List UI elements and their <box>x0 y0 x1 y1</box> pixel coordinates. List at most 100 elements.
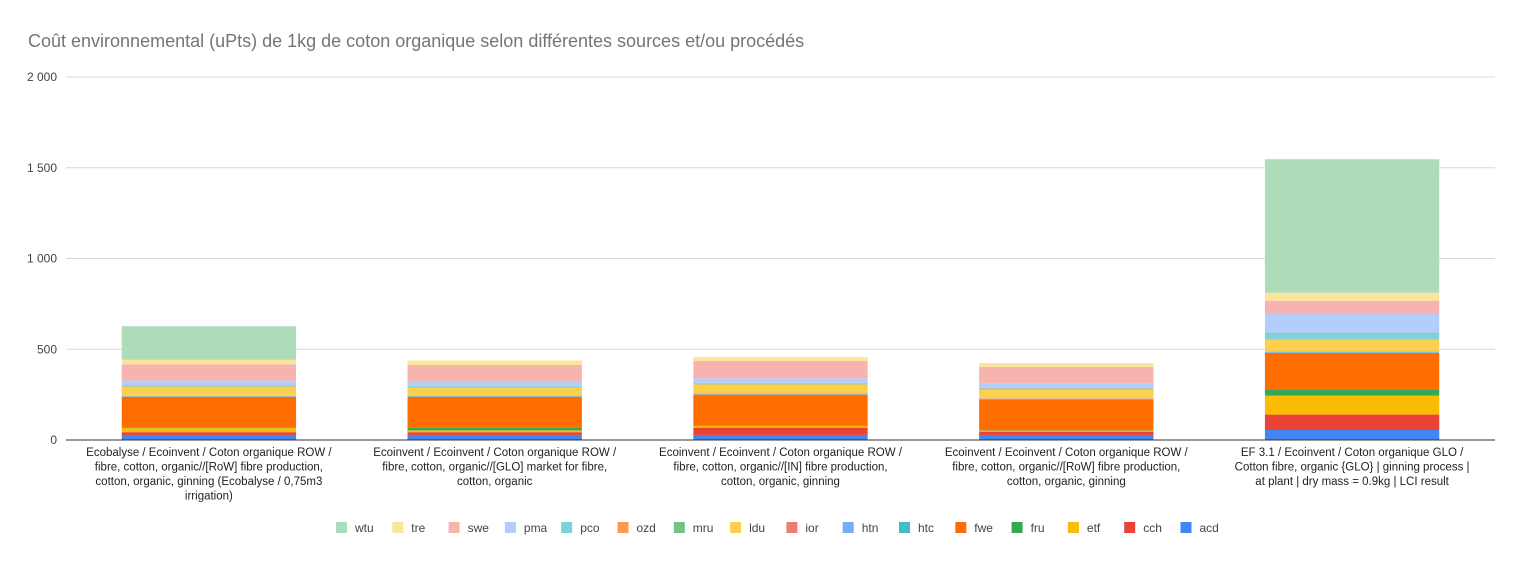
bar-segment-pco <box>1264 332 1440 339</box>
bar-segment-cch <box>979 431 1154 435</box>
bar-segment-fwe <box>1264 352 1440 390</box>
bar-segment-ldu <box>693 384 868 394</box>
legend-swatch <box>392 522 404 533</box>
legend-item-ior: ior <box>786 521 819 535</box>
bar-segment-etf <box>693 425 868 428</box>
legend-label: fru <box>1031 521 1045 535</box>
legend-item-pco: pco <box>561 521 600 535</box>
legend-label: etf <box>1087 521 1101 535</box>
legend-label: swe <box>468 521 490 535</box>
legend-swatch <box>786 522 798 533</box>
bar-segment-tre <box>693 357 868 362</box>
legend-swatch <box>1067 522 1079 533</box>
bar-segment-acd <box>407 434 582 440</box>
bar-segment-fru <box>1264 389 1440 396</box>
bar-segment-swe <box>121 364 297 381</box>
legend-item-mru: mru <box>673 521 714 535</box>
legend-label: mru <box>693 521 714 535</box>
bar-segment-swe <box>979 366 1154 384</box>
legend-item-etf: etf <box>1067 521 1101 535</box>
bar-segment-swe <box>693 361 868 379</box>
bar-segment-etf <box>979 430 1154 432</box>
legend-swatch <box>1011 522 1023 533</box>
legend-item-tre: tre <box>392 521 426 535</box>
legend-swatch <box>561 522 573 533</box>
legend-item-fru: fru <box>1011 521 1045 535</box>
gridlines <box>66 76 1495 350</box>
bar-segment-ldu <box>979 389 1154 399</box>
legend-label: ldu <box>749 521 765 535</box>
bar-segment-cch <box>407 432 582 435</box>
legend-swatch <box>955 522 967 533</box>
bar-segment-etf <box>1264 395 1440 415</box>
bar-segment-htc <box>1264 352 1440 353</box>
y-tick-label: 500 <box>37 342 57 356</box>
bar-segment-wtu <box>1264 159 1440 293</box>
bars <box>121 159 1440 440</box>
legend-item-ldu: ldu <box>730 521 765 535</box>
legend-swatch <box>504 522 516 533</box>
bar-segment-pma <box>693 378 868 383</box>
legend-item-swe: swe <box>448 521 490 535</box>
bar-segment-cch <box>121 432 297 435</box>
bar-segment-acd <box>979 434 1154 440</box>
legend-item-fwe: fwe <box>955 521 993 535</box>
bar-segment-pco <box>693 382 868 384</box>
bar-segment-pco <box>979 387 1154 389</box>
legend-item-ozd: ozd <box>617 521 656 535</box>
x-category-label: Ecoinvent / Ecoinvent / Coton organique … <box>659 447 903 488</box>
legend: wtu tre swe pma pco ozd mru ldu ior htn htc fwe fru e… <box>336 521 1219 535</box>
legend-swatch <box>899 522 910 533</box>
y-tick-label: 1 500 <box>27 161 57 175</box>
legend-label: wtu <box>354 521 374 535</box>
legend-label: fwe <box>974 521 993 535</box>
legend-item-wtu: wtu <box>336 521 374 535</box>
legend-item-acd: acd <box>1180 521 1219 535</box>
bar-segment-tre <box>407 360 582 366</box>
bar-segment-tre <box>979 363 1154 367</box>
x-category-label: Ecoinvent / Ecoinvent / Coton organique … <box>373 447 617 488</box>
legend-label: pma <box>524 521 548 535</box>
legend-label: cch <box>1143 521 1162 535</box>
bar-segment-acd <box>121 434 297 440</box>
y-tick-label: 0 <box>50 433 57 447</box>
bar-segment-acd <box>1264 430 1440 440</box>
legend-swatch <box>1180 522 1192 533</box>
legend-item-htc: htc <box>899 521 934 535</box>
legend-swatch <box>842 522 854 533</box>
bar-segment-pma <box>407 381 582 386</box>
bar-segment-swe <box>1264 300 1440 314</box>
x-category-label: EF 3.1 / Ecoinvent / Coton organique GLO… <box>1235 447 1470 488</box>
legend-label: htc <box>918 521 934 535</box>
bar-segment-fwe <box>693 394 868 426</box>
bar-segment-wtu <box>121 326 297 360</box>
bar-segment-htn <box>1264 351 1440 353</box>
legend-item-cch: cch <box>1124 521 1162 535</box>
bar-segment-pco <box>121 385 297 387</box>
legend-swatch <box>1124 522 1136 533</box>
legend-swatch <box>448 522 460 533</box>
bar-segment-pma <box>121 380 297 386</box>
x-category-label: Ecoinvent / Ecoinvent / Coton organique … <box>945 447 1189 488</box>
y-tick-label: 2 000 <box>27 70 57 84</box>
bar-segment-fwe <box>407 396 582 428</box>
y-tick-label: 1 000 <box>27 252 57 266</box>
bar-segment-pco <box>407 385 582 387</box>
legend-item-pma: pma <box>504 521 548 535</box>
bar-segment-cch <box>1264 414 1440 431</box>
bar-segment-tre <box>121 359 297 365</box>
legend-label: acd <box>1200 521 1219 535</box>
legend-label: tre <box>411 521 425 535</box>
bar-segment-etf <box>407 430 582 433</box>
bar-segment-ldu <box>407 387 582 396</box>
bar-segment-acd <box>693 434 868 440</box>
bar-segment-ldu <box>1264 339 1440 352</box>
bar-segment-ldu <box>121 386 297 396</box>
bar-segment-etf <box>121 428 297 433</box>
y-axis-tick-labels: 0 500 1 000 1 500 2 000 <box>27 70 57 447</box>
bar-segment-fwe <box>979 399 1154 431</box>
legend-label: ozd <box>637 521 656 535</box>
legend-swatch <box>617 522 629 533</box>
chart-title: Coût environnemental (uPts) de 1kg de co… <box>28 31 804 51</box>
